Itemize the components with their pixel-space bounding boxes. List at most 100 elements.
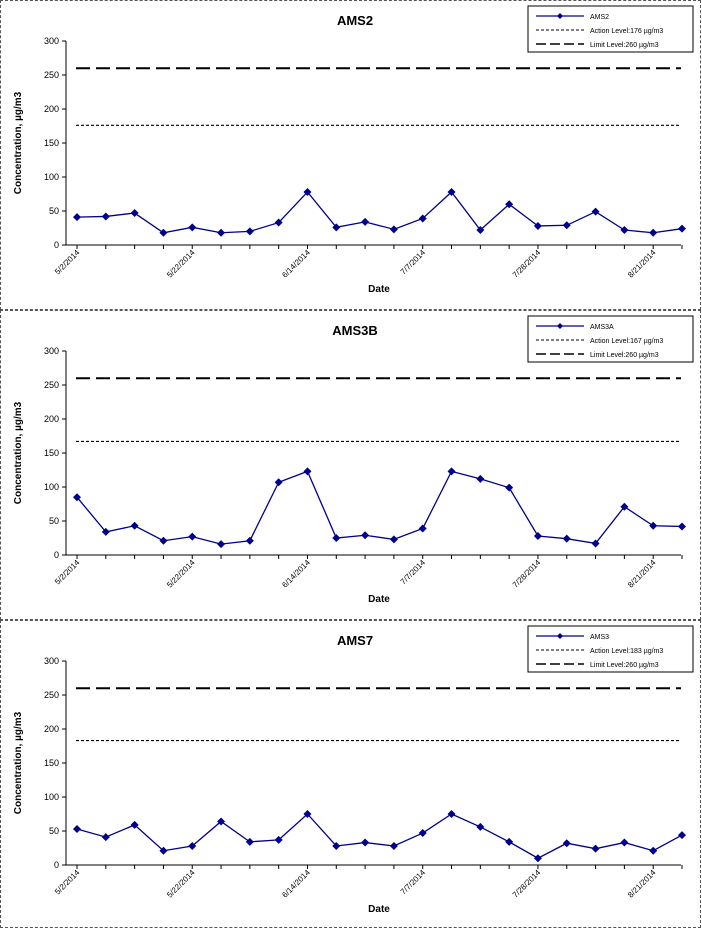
data-point — [447, 467, 456, 476]
x-tick-label: 8/21/2014 — [626, 558, 658, 590]
data-point — [73, 493, 81, 502]
x-tick-label: 7/28/2014 — [511, 868, 543, 900]
data-point — [159, 846, 168, 855]
x-axis-label: Date — [368, 904, 390, 915]
data-point — [447, 810, 456, 818]
data-point — [130, 521, 139, 530]
y-tick-label: 50 — [49, 206, 59, 216]
x-tick-label: 6/14/2014 — [280, 248, 312, 280]
chart-panel-1: AMS2 0 50 100 150 200 250 300 5/2/2014 5/22/2014 6… — [0, 0, 701, 310]
data-point — [591, 844, 600, 853]
x-tick-label: 8/21/2014 — [626, 248, 658, 280]
legend-entry-label: AMS3A — [590, 324, 614, 331]
chart-panel-3: AMS7 0 50 100 150 200 250 300 5/2/2014 5/22/2014 6… — [0, 620, 701, 928]
data-point — [649, 521, 658, 530]
y-tick-label: 50 — [49, 516, 59, 526]
data-point — [620, 838, 629, 847]
y-tick-label: 250 — [44, 70, 59, 80]
x-axis-label: Date — [368, 594, 390, 605]
y-tick-label: 250 — [44, 380, 59, 390]
series-line — [76, 190, 683, 234]
chart-panel-2: AMS3B 0 50 100 150 200 250 300 5/2/2014 5/22/2014… — [0, 310, 701, 620]
data-point — [476, 226, 485, 235]
y-tick-label: 100 — [44, 792, 59, 802]
y-tick-label: 300 — [44, 346, 59, 356]
chart-title: AMS7 — [337, 633, 373, 648]
x-tick-label: 7/28/2014 — [511, 558, 543, 590]
x-tick-label: 7/28/2014 — [511, 248, 543, 280]
y-tick-label: 0 — [54, 240, 59, 250]
x-tick-label: 5/22/2014 — [165, 558, 197, 590]
x-tick-label: 5/2/2014 — [53, 248, 82, 277]
data-point — [418, 214, 427, 223]
data-point — [620, 502, 629, 511]
y-tick-label: 0 — [54, 860, 59, 870]
data-point — [361, 531, 370, 540]
y-tick-label: 100 — [44, 482, 59, 492]
data-point — [505, 837, 514, 846]
data-point — [533, 221, 542, 230]
legend-entry-label: Limit Level:260 µg/m3 — [590, 352, 659, 359]
data-point — [332, 841, 341, 850]
y-axis-label: Concentration, µg/m3 — [13, 91, 24, 194]
legend-swatch-marker — [557, 633, 563, 639]
series-line — [76, 470, 683, 545]
data-point — [649, 846, 658, 855]
data-point — [649, 228, 658, 237]
data-point — [303, 467, 312, 476]
y-tick-label: 50 — [49, 826, 59, 836]
legend-swatch-marker — [557, 323, 563, 329]
data-point — [418, 524, 427, 533]
y-tick-label: 300 — [44, 656, 59, 666]
data-point — [332, 223, 341, 232]
data-point — [274, 478, 283, 487]
data-point — [389, 841, 398, 850]
x-tick-label: 8/21/2014 — [626, 868, 658, 900]
data-point — [188, 841, 197, 850]
data-point — [245, 536, 254, 545]
data-point — [73, 213, 81, 222]
data-point — [274, 835, 283, 844]
data-point — [533, 531, 542, 540]
y-tick-label: 150 — [44, 448, 59, 458]
data-point — [217, 817, 226, 826]
data-point — [73, 824, 81, 833]
data-point — [533, 854, 542, 863]
y-tick-label: 250 — [44, 690, 59, 700]
y-tick-label: 100 — [44, 172, 59, 182]
data-point — [101, 212, 110, 221]
chart-title: AMS2 — [337, 13, 373, 28]
data-point — [361, 838, 370, 847]
y-tick-label: 300 — [44, 36, 59, 46]
data-point — [159, 536, 168, 545]
data-point — [101, 833, 110, 842]
y-tick-label: 150 — [44, 138, 59, 148]
data-point — [447, 187, 456, 196]
data-point — [389, 225, 398, 234]
data-point — [332, 534, 341, 542]
data-point — [678, 522, 686, 531]
x-tick-label: 7/7/2014 — [399, 868, 428, 897]
data-point — [245, 227, 254, 236]
x-axis-label: Date — [368, 284, 390, 295]
data-point — [591, 539, 600, 548]
data-point — [505, 200, 514, 209]
data-point — [188, 223, 197, 232]
x-tick-label: 7/7/2014 — [399, 248, 428, 277]
legend-entry-label: Limit Level:260 µg/m3 — [590, 42, 659, 49]
data-point — [505, 483, 514, 492]
chart-title: AMS3B — [332, 323, 378, 338]
legend-swatch-marker — [557, 13, 563, 19]
y-tick-label: 200 — [44, 104, 59, 114]
data-point — [130, 820, 139, 829]
data-point — [476, 474, 485, 483]
x-tick-label: 6/14/2014 — [280, 868, 312, 900]
data-point — [678, 224, 686, 233]
y-tick-label: 0 — [54, 550, 59, 560]
x-tick-label: 5/22/2014 — [165, 868, 197, 900]
data-point — [303, 810, 312, 818]
data-point — [591, 207, 600, 216]
legend-entry-label: Action Level:167 µg/m3 — [590, 338, 663, 345]
data-point — [620, 226, 629, 235]
